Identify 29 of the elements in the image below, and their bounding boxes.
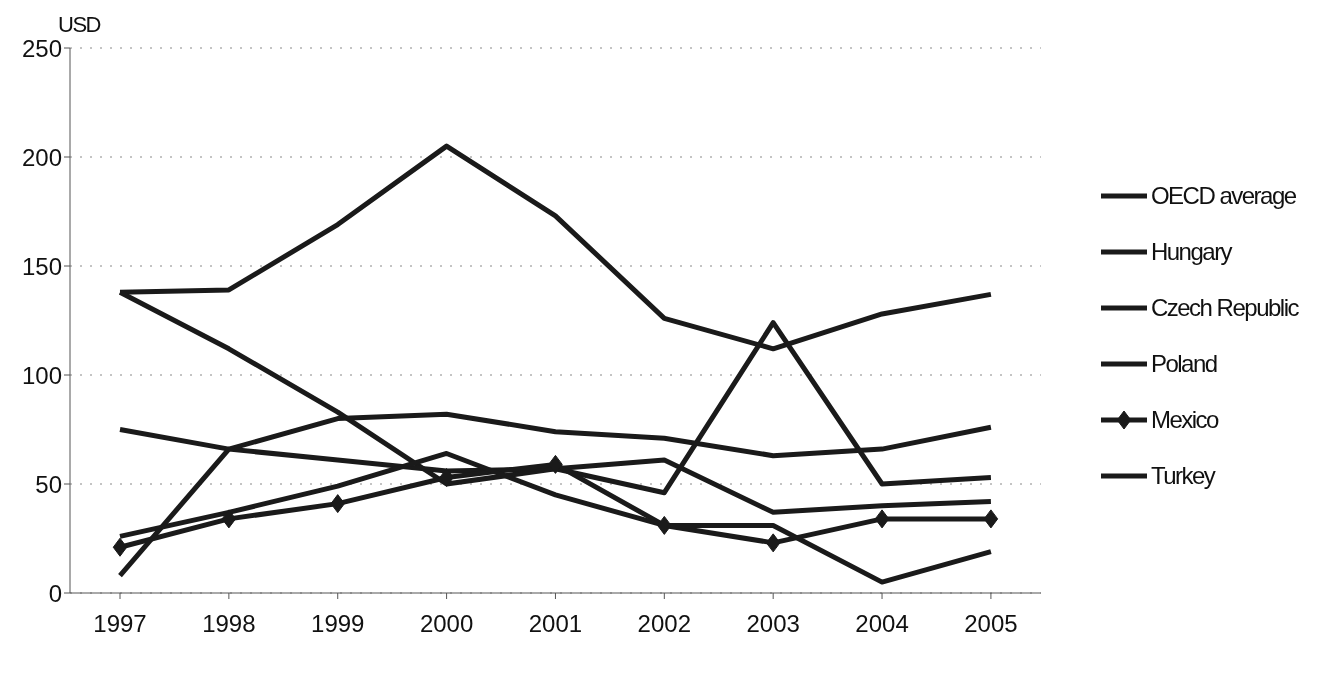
legend-label: Czech Republic	[1150, 292, 1298, 323]
legend-label: Turkey	[1150, 460, 1215, 491]
legend-label: Poland	[1150, 348, 1217, 379]
point	[330, 494, 345, 514]
y-tick-label: 150	[21, 252, 62, 280]
y-tick-label: 0	[48, 579, 62, 607]
legend-label: Hungary	[1150, 236, 1232, 267]
y-tick-label: 200	[21, 143, 62, 171]
x-tick-label: 1999	[311, 610, 365, 638]
point	[874, 509, 890, 529]
x-tick-label: 2000	[419, 610, 474, 638]
x-tick-label: 2003	[746, 610, 800, 638]
point	[439, 467, 454, 487]
x-tick-label: 2002	[637, 610, 692, 638]
point	[657, 515, 672, 535]
point	[221, 509, 237, 529]
legend-label: OECD average	[1150, 180, 1296, 211]
point	[983, 509, 999, 529]
y-tick-label: 50	[35, 470, 62, 498]
point	[548, 454, 563, 474]
point	[112, 537, 128, 557]
x-tick-label: 2005	[964, 610, 1018, 638]
point	[765, 533, 781, 553]
x-tick-label: 2001	[528, 610, 583, 638]
x-tick-label: 1998	[202, 610, 256, 638]
y-tick-label: 100	[21, 361, 62, 389]
x-tick-label: 2004	[855, 610, 909, 638]
legend-label: Mexico	[1150, 404, 1218, 435]
x-tick-label: 1997	[93, 610, 147, 638]
